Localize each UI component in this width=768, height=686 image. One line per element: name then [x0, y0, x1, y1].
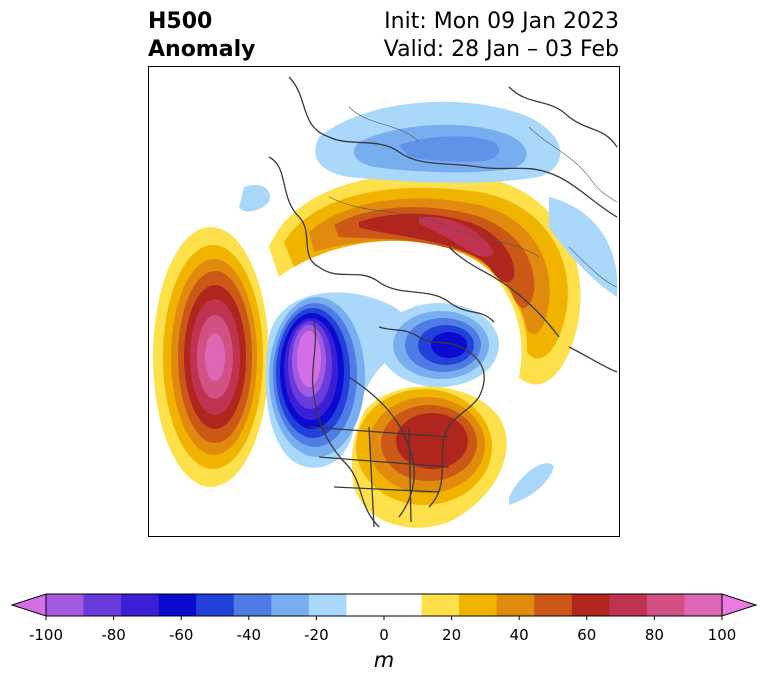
negative-west-coast — [265, 292, 413, 468]
colorbar-segment — [496, 594, 535, 616]
colorbar-segment — [233, 594, 272, 616]
colorbar-segment — [571, 594, 610, 616]
colorbar-segment — [196, 594, 235, 616]
negative-subtropical-patch — [509, 463, 554, 505]
colorbar-tick-label: -100 — [28, 626, 64, 644]
colorbar-tick-label: -80 — [101, 626, 126, 644]
title-subtitle: Anomaly — [148, 37, 256, 62]
title-variable: H500 — [148, 9, 213, 34]
colorbar-segment — [46, 594, 85, 616]
colorbar-segment — [421, 594, 460, 616]
colorbar-tick-label: 20 — [442, 626, 462, 644]
colorbar-unit-label: m — [373, 648, 395, 672]
colorbar — [10, 593, 758, 620]
coastlines — [268, 76, 618, 528]
colorbar-tick-label: 100 — [707, 626, 737, 644]
colorbar-segment — [308, 594, 347, 616]
date-info: Init: Mon 09 Jan 2023 Valid: 28 Jan – 03… — [384, 8, 619, 64]
colorbar-segment — [271, 594, 310, 616]
positive-east-canada — [351, 386, 507, 528]
colorbar-tick-label: -20 — [304, 626, 329, 644]
colorbar-extend-low — [10, 593, 47, 617]
colorbar-segment — [121, 594, 160, 616]
colorbar-tick-label: -60 — [168, 626, 194, 644]
colorbar-segment — [158, 594, 197, 616]
negative-hudson-bay — [379, 303, 499, 387]
chart-title: H500 Anomaly — [148, 8, 255, 64]
positive-arctic-band — [269, 173, 581, 385]
colorbar-segment — [534, 594, 573, 616]
anomaly-map — [148, 66, 620, 537]
colorbar-tick-label: 0 — [379, 626, 389, 644]
map-svg — [153, 76, 618, 528]
colorbar-tick-label: 80 — [644, 626, 664, 644]
colorbar-extend-high — [721, 593, 758, 617]
colorbar-segment — [609, 594, 648, 616]
colorbar-segment — [459, 594, 498, 616]
borders — [328, 106, 618, 288]
init-date: Init: Mon 09 Jan 2023 — [384, 9, 619, 34]
positive-pacific — [153, 227, 269, 487]
colorbar-segment — [346, 594, 385, 616]
colorbar-tick-label: -40 — [236, 626, 262, 644]
colorbar-segment — [384, 594, 423, 616]
colorbar-tick-label: 60 — [577, 626, 597, 644]
colorbar-segment — [83, 594, 122, 616]
colorbar-tick-label: 40 — [509, 626, 529, 644]
colorbar-segment — [646, 594, 685, 616]
colorbar-segment — [684, 594, 723, 616]
valid-date: Valid: 28 Jan – 03 Feb — [383, 37, 619, 62]
